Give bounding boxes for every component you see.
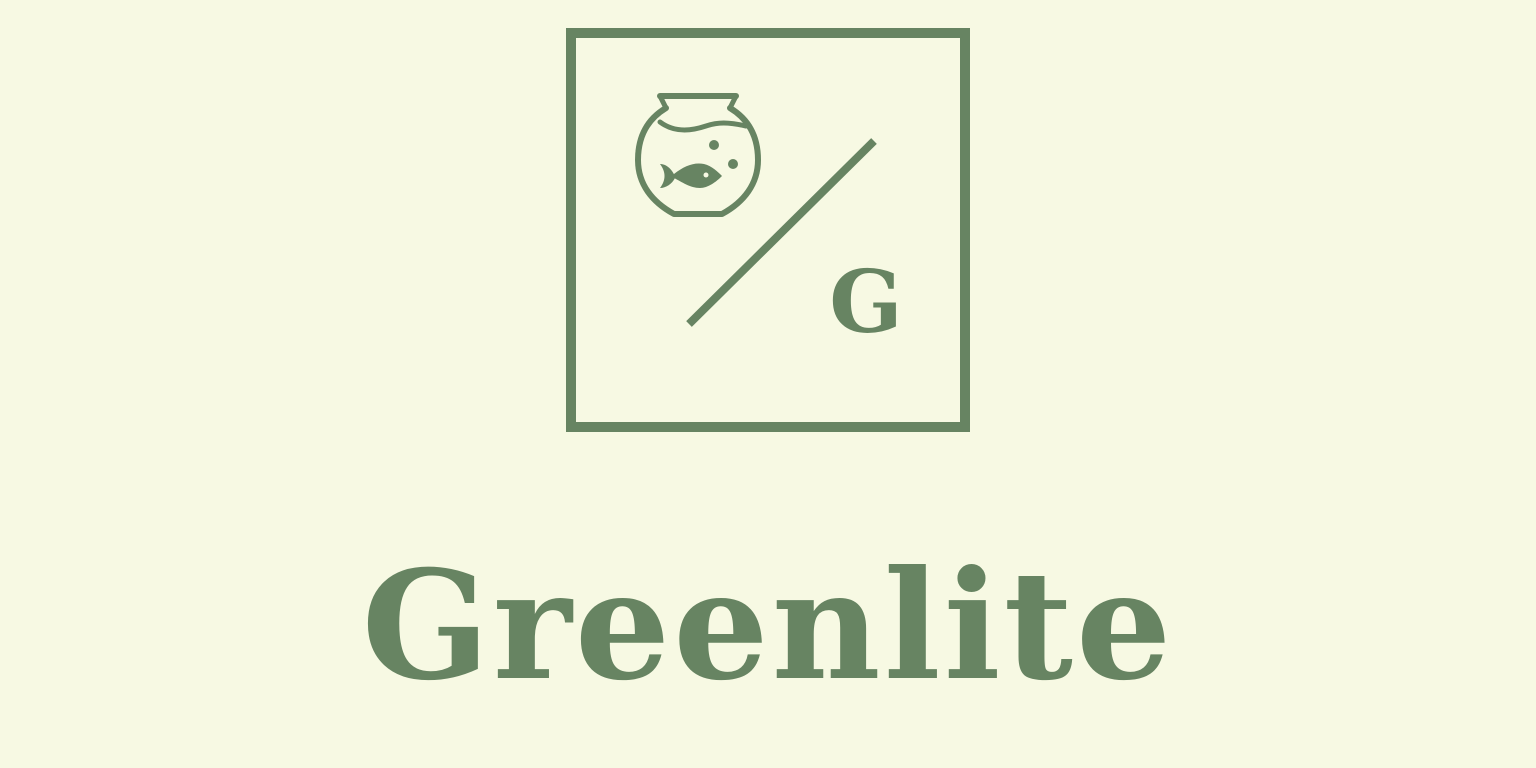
emblem-artwork xyxy=(635,93,877,327)
diagonal-divider xyxy=(686,138,877,327)
brand-wordmark: Greenlite xyxy=(361,538,1175,714)
fishbowl-icon xyxy=(635,93,761,217)
logo-emblem: G xyxy=(566,28,970,432)
brand-initial: G xyxy=(829,252,903,353)
